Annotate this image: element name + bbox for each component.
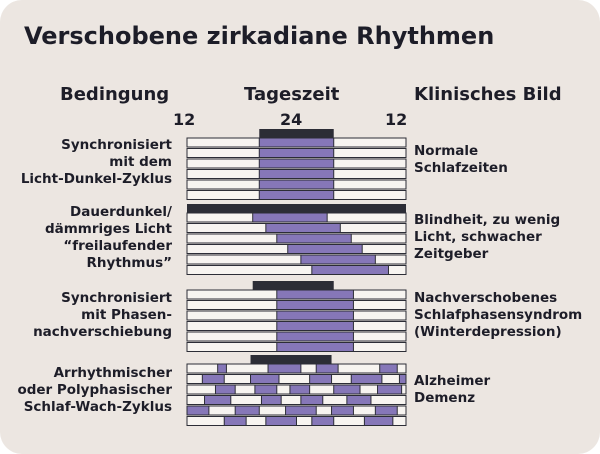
clinical-label-line: Alzheimer: [414, 373, 491, 389]
condition-label-line: “freilaufender: [63, 238, 172, 254]
sleep-segment: [258, 169, 335, 179]
sleep-segment: [258, 158, 335, 169]
tick-label-right: 12: [385, 110, 408, 129]
sleep-segment: [287, 244, 363, 254]
condition-label-line: Licht-Dunkel-Zyklus: [20, 171, 172, 187]
sleep-segment: [258, 137, 335, 148]
sleep-segment: [276, 321, 354, 331]
sleep-segment: [265, 223, 341, 233]
condition-label-line: Synchronisiert: [61, 290, 172, 306]
sleep-segment: [260, 395, 282, 405]
condition-label: Synchronisiert mit Phasen-nachverschiebun…: [33, 290, 172, 341]
day-row: [186, 395, 407, 405]
sleep-segment: [374, 405, 398, 416]
sleep-segment: [258, 179, 335, 190]
day-row: [186, 254, 407, 265]
condition-label-line: Schlaf-Wach-Zyklus: [23, 399, 172, 415]
sleep-segment: [350, 374, 383, 384]
night-bar: [252, 281, 334, 290]
sleep-segment: [186, 405, 210, 416]
sleep-segment: [276, 233, 352, 244]
sleep-segment: [276, 300, 354, 310]
tick-label-mid: 24: [280, 110, 303, 129]
night-bar: [250, 355, 332, 364]
sleep-segment: [217, 363, 227, 374]
clinical-label: Alzheimer Demenz: [414, 373, 490, 407]
clinical-label-line: Demenz: [414, 390, 476, 406]
night-bar: [259, 129, 334, 138]
header-time-of-day: Tageszeit: [244, 84, 340, 105]
sleep-segment: [309, 374, 333, 384]
condition-label-line: mit dem: [109, 154, 172, 170]
sleep-segment: [289, 384, 311, 395]
day-row: [186, 265, 407, 275]
header-condition: Bedingung: [60, 84, 170, 105]
clinical-label: Nachverschobenes Schlafphasensyndrom (Wint…: [414, 290, 582, 341]
sleep-segment: [258, 190, 335, 200]
sleep-segment: [276, 342, 354, 352]
condition-label-line: Rhythmus”: [86, 255, 172, 271]
clinical-label-line: Nachverschobenes: [414, 290, 558, 306]
tick-label-left: 12: [173, 110, 196, 129]
sleep-segment: [265, 416, 297, 426]
sleep-segment: [250, 374, 280, 384]
condition-label: Arrhythmischer oder Polyphasischer Schlaf-…: [17, 365, 172, 416]
condition-label-line: mit Phasen-: [81, 307, 172, 323]
sleep-segment: [377, 384, 403, 395]
header-clinical-picture: Klinisches Bild: [414, 84, 562, 105]
sleep-segment: [346, 395, 372, 405]
condition-label-line: oder Polyphasischer: [17, 382, 172, 398]
clinical-label: Normale Schlafzeiten: [414, 143, 508, 177]
sleep-segment: [311, 416, 335, 426]
sleep-segment: [276, 310, 354, 321]
clinical-label-line: Schlafphasensyndrom: [414, 307, 583, 323]
clinical-label: Blindheit, zu wenig Licht, schwacher Zeitg…: [414, 212, 560, 263]
sleep-segment: [315, 363, 339, 374]
sleep-segment: [252, 212, 328, 223]
condition-label: Synchronisiert mit dem Licht-Dunkel-Zyklus: [21, 137, 172, 188]
clinical-label-line: Normale: [414, 143, 479, 159]
clinical-label-line: Schlafzeiten: [414, 160, 508, 176]
sleep-segment: [311, 265, 389, 275]
condition-label-line: dämmriges Licht: [44, 221, 172, 237]
sleep-segment: [214, 384, 236, 395]
sleep-segment: [300, 395, 324, 405]
clinical-label-line: (Winterdepression): [414, 324, 562, 340]
condition-label-line: nachverschiebung: [33, 324, 172, 340]
sleep-segment: [276, 289, 354, 300]
clinical-label-line: Blindheit, zu wenig: [414, 212, 561, 228]
sleep-segment: [379, 363, 398, 374]
sleep-segment: [300, 254, 376, 265]
condition-label-line: Arrhythmischer: [53, 365, 172, 381]
sleep-segment: [204, 395, 232, 405]
condition-label-line: Synchronisiert: [61, 137, 172, 153]
clinical-label-line: Licht, schwacher: [414, 229, 542, 245]
condition-label-line: Dauerdunkel/: [70, 204, 172, 220]
night-bar: [187, 204, 406, 213]
sleep-segment: [223, 416, 247, 426]
sleep-segment: [363, 416, 394, 426]
sleep-segment: [333, 384, 361, 395]
sleep-segment: [285, 405, 317, 416]
clinical-label-line: Zeitgeber: [414, 246, 489, 262]
sleep-segment: [254, 384, 278, 395]
sleep-segment: [201, 374, 225, 384]
sleep-segment: [234, 405, 260, 416]
condition-label: Dauerdunkel/dämmriges Licht “freilaufende…: [45, 204, 172, 272]
sleep-segment: [331, 405, 354, 416]
sleep-segment: [258, 148, 335, 158]
sleep-segment: [398, 374, 407, 384]
sleep-segment: [267, 363, 302, 374]
sleep-segment: [276, 331, 354, 342]
diagram-title: Verschobene zirkadiane Rhythmen: [24, 22, 495, 50]
